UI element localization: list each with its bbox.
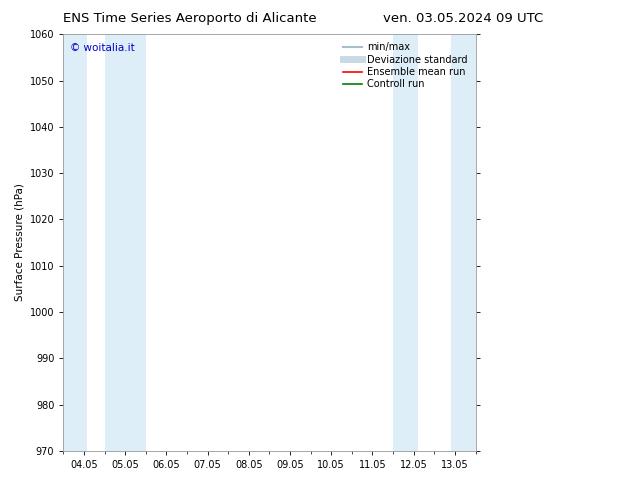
Text: ven. 03.05.2024 09 UTC: ven. 03.05.2024 09 UTC — [383, 12, 543, 25]
Bar — [393, 34, 418, 451]
Bar — [105, 34, 146, 451]
Bar — [63, 34, 87, 451]
Y-axis label: Surface Pressure (hPa): Surface Pressure (hPa) — [14, 184, 24, 301]
Text: ENS Time Series Aeroporto di Alicante: ENS Time Series Aeroporto di Alicante — [63, 12, 317, 25]
Bar — [451, 34, 476, 451]
Text: © woitalia.it: © woitalia.it — [70, 43, 134, 52]
Legend: min/max, Deviazione standard, Ensemble mean run, Controll run: min/max, Deviazione standard, Ensemble m… — [340, 39, 470, 92]
